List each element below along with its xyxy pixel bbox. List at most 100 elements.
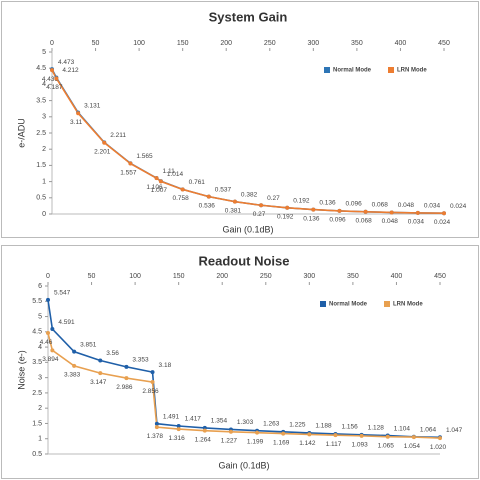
data-label: 3.894 [42, 356, 59, 363]
y-axis-label: e-/ADU [16, 118, 26, 148]
data-point [180, 187, 185, 192]
y-tick-label: 5 [38, 313, 42, 320]
data-label: 2.986 [116, 384, 133, 391]
x-tick-label: 350 [347, 273, 359, 280]
data-label: 0.536 [199, 202, 216, 209]
y-tick-label: 0 [42, 211, 46, 218]
data-label: 3.353 [132, 357, 149, 364]
legend-label: LRN Mode [397, 68, 427, 74]
y-tick-label: 3.5 [32, 359, 42, 366]
data-point [359, 433, 364, 438]
x-tick-label: 0 [46, 273, 50, 280]
data-label: 1.227 [221, 438, 238, 445]
data-label: 1.264 [195, 436, 212, 443]
data-label: 1.199 [247, 438, 264, 445]
legend-swatch [388, 67, 394, 73]
data-point [311, 207, 316, 212]
data-label: 0.034 [408, 219, 425, 226]
data-point [154, 176, 159, 181]
x-tick-label: 100 [133, 40, 145, 47]
data-point [442, 211, 446, 216]
y-tick-label: 2.5 [36, 130, 46, 137]
data-label: 0.27 [267, 195, 280, 202]
data-label: 1.156 [341, 424, 358, 431]
chart-title: Readout Noise [198, 253, 289, 268]
data-point [124, 364, 129, 369]
data-point [307, 432, 312, 437]
y-tick-label: 1.5 [36, 162, 46, 169]
data-label: 1.225 [289, 422, 306, 429]
data-point [389, 210, 394, 215]
data-label: 1.557 [120, 169, 137, 176]
data-label: 1.354 [211, 418, 228, 425]
data-label: 1.064 [420, 426, 437, 433]
data-point [281, 431, 286, 436]
data-point [154, 425, 159, 430]
data-label: 1.007 [151, 187, 168, 194]
data-label: 0.096 [345, 201, 362, 208]
data-label: 0.048 [398, 202, 415, 209]
series-line [47, 332, 441, 439]
y-tick-label: 4 [42, 81, 46, 88]
data-label: 1.104 [394, 425, 411, 432]
x-tick-label: 250 [264, 40, 276, 47]
x-tick-label: 300 [303, 273, 315, 280]
data-label: 1.565 [136, 153, 153, 160]
data-point [337, 208, 342, 213]
legend-swatch [384, 301, 390, 307]
data-point [259, 203, 264, 208]
data-label: 1.316 [169, 435, 186, 442]
data-label: 0.27 [253, 211, 266, 218]
data-label: 1.093 [351, 442, 368, 449]
y-tick-label: 4 [38, 344, 42, 351]
data-point [128, 161, 133, 166]
y-tick-label: 1.5 [32, 420, 42, 427]
y-tick-label: 2 [38, 405, 42, 412]
data-label: 3.11 [70, 119, 83, 126]
x-tick-label: 50 [92, 40, 100, 47]
data-label: 0.096 [329, 217, 346, 224]
y-tick-label: 5 [42, 49, 46, 56]
x-tick-label: 100 [129, 273, 141, 280]
data-label: 0.034 [424, 203, 441, 210]
data-label: 2.856 [142, 388, 159, 395]
data-label: 5.547 [54, 290, 71, 297]
y-axis-label: Noise (e-) [16, 350, 26, 390]
data-point [50, 348, 55, 353]
data-label: 0.024 [434, 219, 451, 226]
data-point [124, 376, 129, 381]
x-tick-label: 450 [438, 40, 450, 47]
data-label: 0.537 [215, 186, 232, 193]
data-point [46, 331, 50, 336]
data-label: 3.383 [64, 372, 81, 379]
data-label: 4.439 [42, 76, 59, 83]
x-tick-label: 400 [391, 273, 403, 280]
data-point [50, 68, 54, 73]
data-point [285, 205, 290, 210]
series-line [47, 299, 441, 439]
y-tick-label: 5.5 [32, 298, 42, 305]
x-tick-label: 150 [173, 273, 185, 280]
data-point [411, 435, 416, 440]
series-line [51, 69, 445, 215]
data-label: 4.46 [40, 339, 53, 346]
data-point [176, 423, 181, 428]
y-tick-label: 0.5 [36, 195, 46, 202]
data-point [333, 433, 338, 438]
data-point [98, 371, 103, 376]
x-tick-label: 400 [395, 40, 407, 47]
x-tick-label: 50 [88, 273, 96, 280]
data-label: 0.068 [355, 218, 372, 225]
data-point [202, 425, 207, 430]
x-tick-label: 450 [434, 273, 446, 280]
data-point [76, 111, 81, 116]
data-point [228, 429, 233, 434]
y-tick-label: 3 [42, 114, 46, 121]
data-label: 0.048 [382, 218, 399, 225]
data-point [50, 327, 55, 332]
data-point [158, 179, 163, 184]
legend-swatch [320, 301, 326, 307]
data-label: 1.106 [146, 184, 163, 191]
data-point [150, 380, 155, 385]
